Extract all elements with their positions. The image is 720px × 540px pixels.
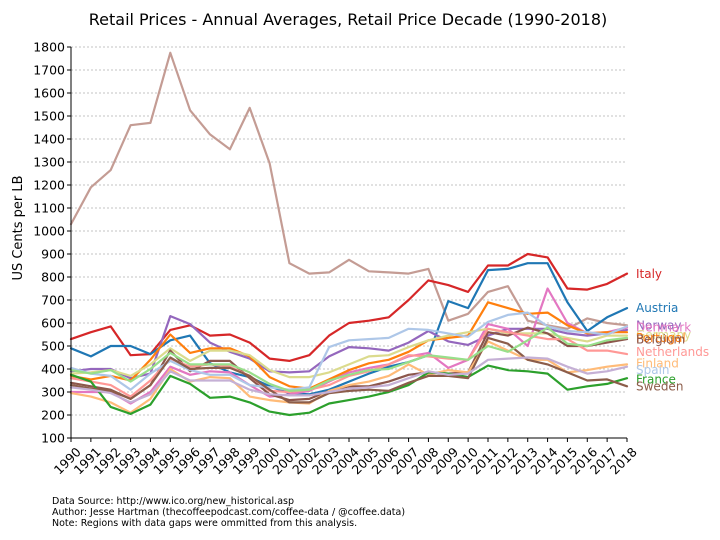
legend-label-netherlands: Netherlands [636, 345, 709, 359]
y-tick-label: 100 [41, 431, 65, 446]
legend-label-norway: Norway [636, 318, 682, 332]
chart-title: Retail Prices - Annual Averages, Retail … [89, 10, 607, 29]
author-note: Author: Jesse Hartman (thecoffeepodcast.… [52, 507, 406, 518]
series-line-belgium [69, 326, 629, 402]
series-line-austria [69, 262, 629, 396]
y-tick-label: 1700 [33, 63, 65, 78]
y-tick-label: 1300 [33, 155, 65, 170]
y-tick-label: 1000 [33, 224, 65, 239]
legend-label-austria: Austria [636, 301, 678, 315]
y-tick-label: 1600 [33, 86, 65, 101]
y-tick-label: 1400 [33, 132, 65, 147]
y-tick-label: 700 [41, 293, 65, 308]
legend-label-finland: Finland [636, 356, 679, 370]
series-line-germany [69, 327, 629, 379]
legend: Italy Austria NorwayDenmarkGermanyPortugal… [636, 267, 709, 393]
legend-label-italy: Italy [636, 267, 662, 281]
y-tick-label: 300 [41, 385, 65, 400]
y-tick-label: 200 [41, 408, 65, 423]
y-tick-label: 900 [41, 247, 65, 262]
legend-label-france: France [636, 372, 676, 386]
series-line-sweden [69, 336, 629, 404]
data-source-note: Data Source: http://www.ico.org/new_hist… [52, 496, 295, 507]
series-line-denmark [69, 287, 629, 405]
series-lines [69, 51, 629, 417]
series-line-portugal [69, 301, 629, 390]
y-tick-label: 1500 [33, 109, 65, 124]
y-tick-label: 1100 [33, 201, 65, 216]
y-axis-label: US Cents per LB [11, 175, 26, 280]
y-tick-label: 1800 [33, 40, 65, 55]
series-line-unlabeled [69, 326, 629, 392]
y-tick-label: 600 [41, 316, 65, 331]
legend-label-denmark: Denmark [636, 321, 691, 335]
axes: 100 200 300 400 500 600 700 800 900 1000 1100 1200 1… [33, 40, 640, 478]
legend-label-spain: Spain [636, 363, 670, 377]
grid [71, 46, 627, 439]
legend-label-belgium: Belgium [636, 333, 685, 347]
legend-label-portugal: Portugal [636, 331, 686, 345]
y-tick-label: 500 [41, 339, 65, 354]
gap-note: Note: Regions with data gaps were ommitt… [52, 518, 358, 529]
legend-label-germany: Germany [636, 328, 691, 342]
y-tick-label: 1200 [33, 178, 65, 193]
series-line-unlabeled [69, 356, 629, 404]
chart-notes: Data Source: http://www.ico.org/new_hist… [52, 496, 405, 529]
series-line-italy [69, 252, 629, 362]
y-tick-label: 400 [41, 362, 65, 377]
y-tick-label: 800 [41, 270, 65, 285]
series-line-unlabeled [69, 51, 629, 330]
series-line-france [69, 364, 629, 417]
legend-label-sweden: Sweden [636, 379, 683, 393]
